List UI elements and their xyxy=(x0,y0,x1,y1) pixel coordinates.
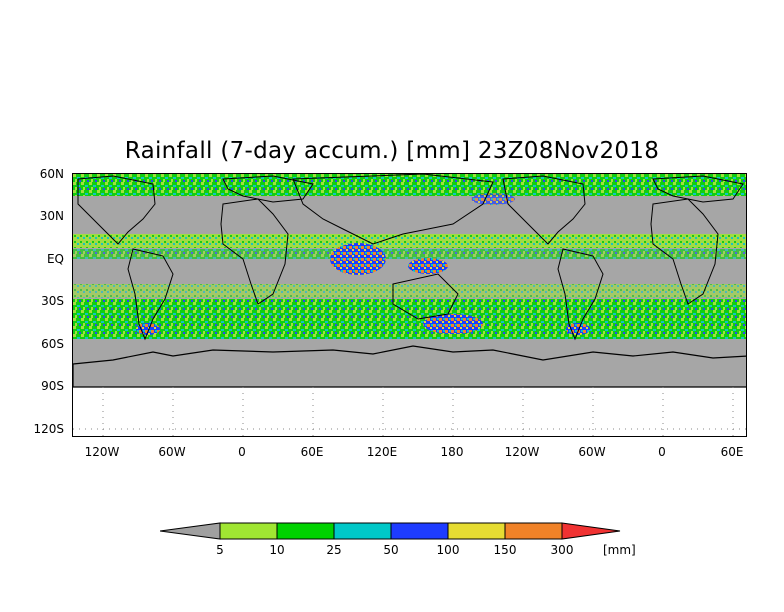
y-label-60s: 60S xyxy=(41,337,64,351)
south-america-outline xyxy=(127,248,174,341)
legend-swatch-25-50 xyxy=(333,522,392,540)
rain-band-south-edge xyxy=(73,284,746,298)
europe-outline xyxy=(222,175,314,203)
legend-label-50: 50 xyxy=(383,543,399,557)
map-title: Rainfall (7-day accum.) [mm] 23Z08Nov201… xyxy=(124,138,660,164)
rain-band-north xyxy=(73,174,746,196)
legend-swatch-50-100 xyxy=(390,522,449,540)
x-label-120w-repeat: 120W xyxy=(504,445,540,459)
heavy-rain-maritime xyxy=(330,243,386,275)
x-label-0-repeat: 0 xyxy=(658,445,666,459)
x-label-60w: 60W xyxy=(158,445,186,459)
africa-outline xyxy=(220,198,289,305)
grid-lines xyxy=(73,387,746,436)
legend-swatch-5-10 xyxy=(219,522,278,540)
legend-label-5: 5 xyxy=(216,543,224,557)
legend-swatch-below-5 xyxy=(160,522,221,540)
legend-label-150: 150 xyxy=(493,543,517,557)
legend-swatch-above-300 xyxy=(561,522,621,540)
europe-outline-repeat xyxy=(652,175,744,203)
north-america-outline-repeat xyxy=(502,175,586,245)
rain-band-itcz xyxy=(73,234,746,248)
legend-unit: [mm] xyxy=(603,543,636,557)
x-label-60e-repeat: 60E xyxy=(720,445,744,459)
y-label-eq: EQ xyxy=(46,252,64,266)
y-label-90s: 90S xyxy=(41,379,64,393)
legend-label-25: 25 xyxy=(326,543,342,557)
legend-label-100: 100 xyxy=(436,543,460,557)
heavy-rain-pacific xyxy=(408,258,448,274)
legend-colorbar xyxy=(160,522,621,540)
heavy-rain-south-pacific xyxy=(423,314,483,334)
south-america-outline-repeat xyxy=(557,248,604,341)
antarctica-outline xyxy=(73,345,746,388)
x-label-60w-repeat: 60W xyxy=(578,445,606,459)
legend-swatch-10-25 xyxy=(276,522,335,540)
africa-outline-repeat xyxy=(650,198,719,305)
continent-outlines xyxy=(77,174,744,341)
asia-outline xyxy=(292,174,494,245)
legend-label-10: 10 xyxy=(269,543,285,557)
legend-label-300: 300 xyxy=(550,543,574,557)
x-label-180: 180 xyxy=(440,445,464,459)
australia-outline xyxy=(392,273,459,320)
legend-swatch-100-150 xyxy=(447,522,506,540)
rainfall-map-canvas xyxy=(73,174,746,436)
rainfall-map xyxy=(72,173,747,437)
y-label-30n: 30N xyxy=(39,209,64,223)
y-label-30s: 30S xyxy=(41,294,64,308)
y-label-60n: 60N xyxy=(39,167,64,181)
y-label-120s: 120S xyxy=(33,422,64,436)
rain-band-south xyxy=(73,299,746,339)
rain-band-tropics xyxy=(73,249,746,259)
x-label-60e: 60E xyxy=(300,445,324,459)
heavy-rain-north-pacific xyxy=(471,193,515,205)
x-label-120e: 120E xyxy=(366,445,398,459)
x-label-0: 0 xyxy=(238,445,246,459)
x-label-120w: 120W xyxy=(84,445,120,459)
north-america-outline xyxy=(77,175,156,245)
legend-swatch-150-300 xyxy=(504,522,563,540)
